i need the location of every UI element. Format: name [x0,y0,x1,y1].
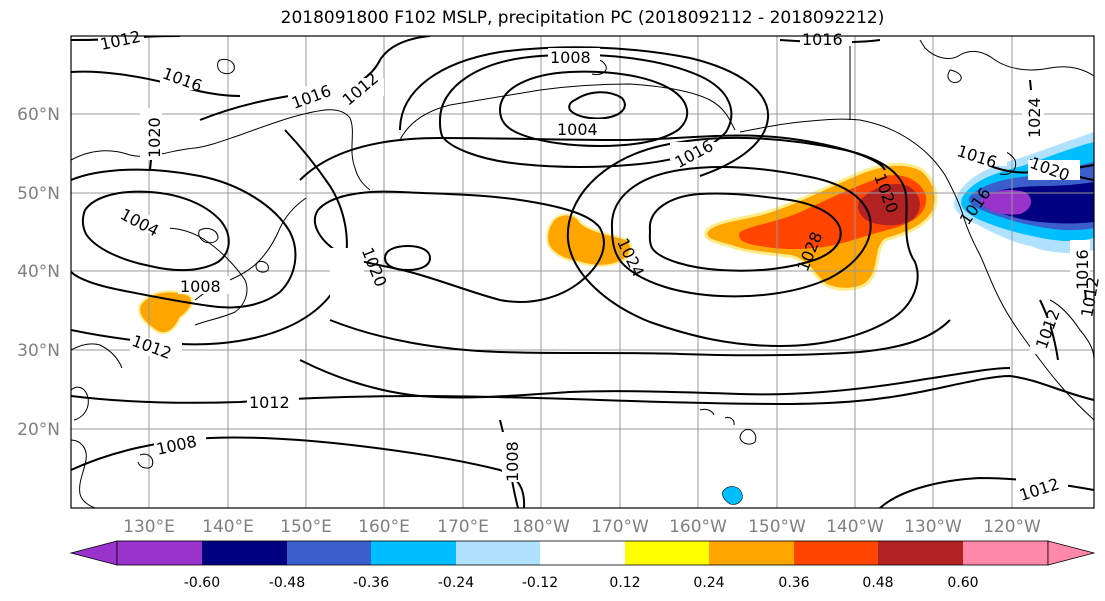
map-title: 2018091800 F102 MSLP, precipitation PC (… [280,8,885,28]
colorbar: -0.60 -0.48 -0.36 -0.24 -0.12 0.12 0.24 … [69,540,1096,591]
colorbar-tick-label: -0.24 [438,575,474,591]
lon-label: 140°W [826,517,884,537]
lon-label: 150°E [280,517,332,537]
lon-labels: 130°E 140°E 150°E 160°E 170°E 180°W 170°… [123,517,1041,537]
colorbar-tick-label: -0.36 [353,575,389,591]
lon-label: 180°W [512,517,570,537]
isobar-1028 [648,192,842,272]
lon-label: 140°E [202,517,254,537]
isobar-1008-south [71,436,526,508]
colorbar-tick-label: 0.12 [609,575,640,591]
lat-label: 60°N [17,105,60,125]
lon-label: 170°W [591,517,649,537]
contour-label: 1008 [503,441,522,482]
contour-label: 1012 [249,393,290,412]
lat-label: 30°N [17,341,60,361]
lon-label: 160°E [358,517,410,537]
precip-anomaly-nw-america-peak [980,190,1032,215]
lon-label: 160°W [669,517,727,537]
isobar-1004-asia [81,190,230,272]
contour-label: 1016 [802,30,843,49]
isobar-1016-east [329,319,951,357]
colorbar-segment [540,541,625,565]
contour-label: 1008 [550,48,591,67]
isobar-1004-north [568,91,626,120]
contour-label: 1004 [557,120,598,139]
colorbar-tick-label: 0.60 [947,575,978,591]
colorbar-segment [456,541,540,565]
map-frame [70,35,1095,509]
lon-label: 130°W [904,517,962,537]
isobar-1004 [498,70,688,148]
precip-anomaly-ne-pacific-peak [858,183,920,226]
contour-label: 1024 [1025,97,1044,138]
colorbar-tick-labels: -0.60 -0.48 -0.36 -0.24 -0.12 0.12 0.24 … [184,575,979,591]
contour-label: 1008 [180,277,221,296]
isobar-1012-south [71,374,1094,406]
lat-label: 40°N [17,262,60,282]
colorbar-tick-label: 0.48 [862,575,893,591]
colorbar-segment [371,541,456,565]
isobar-1012-southcoast [1039,299,1059,361]
isobar-1024 [610,166,872,298]
colorbar-tick-label: -0.48 [269,575,305,591]
lon-label: 120°W [983,517,1041,537]
colorbar-segment [878,541,963,565]
colorbar-segment [202,541,287,565]
colorbar-tick-label: 0.24 [693,575,724,591]
isobar-1020-small [383,244,432,272]
isobar-1012 [399,46,770,177]
colorbar-segment [117,541,202,565]
contour-label: 1020 [145,117,164,158]
colorbar-tick-label: -0.60 [184,575,220,591]
gridlines [71,36,1094,508]
lat-label: 50°N [17,184,60,204]
lat-label: 20°N [17,420,60,440]
isobar-1008-asia [71,168,297,309]
colorbar-extend-low [69,540,118,566]
lon-label: 130°E [123,517,175,537]
contour-label: 1016 [1073,249,1092,290]
colorbar-segment [963,541,1048,565]
isobar-1016-outer [299,134,886,181]
colorbar-segment [709,541,794,565]
lat-labels: 60°N 50°N 40°N 30°N 20°N [17,105,60,440]
isobar-1020-west [313,190,605,303]
colorbar-tick-label: -0.12 [522,575,558,591]
colorbar-segment [794,541,878,565]
colorbar-segment [625,541,709,565]
precip-shading [138,132,1094,505]
lon-label: 170°E [437,517,489,537]
lon-label: 150°W [748,517,806,537]
colorbar-extend-high [1047,540,1096,566]
precip-anomaly-hawaii-south [722,486,743,505]
colorbar-tick-label: 0.36 [778,575,809,591]
colorbar-segment [287,541,371,565]
